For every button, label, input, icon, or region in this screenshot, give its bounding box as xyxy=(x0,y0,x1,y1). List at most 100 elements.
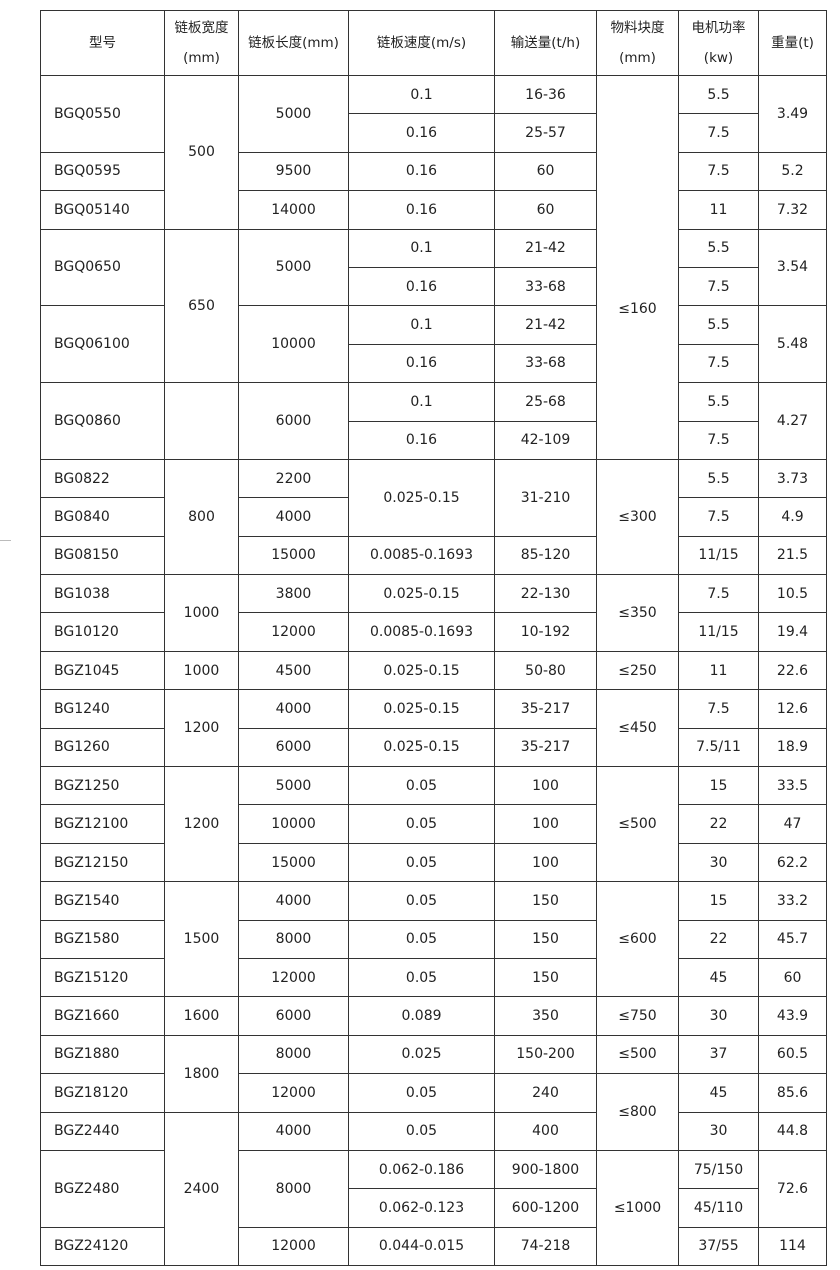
table-row: 0.16 33-68 7.5 xyxy=(41,266,827,307)
table-row: BGZ2480 8000 0.062-0.186 900-1800 ≤1000 75/15… xyxy=(40,1149,827,1267)
cell-capacity: 16-36 xyxy=(494,74,597,115)
cell-motor-power: 11 xyxy=(678,650,759,691)
cell-chain-speed: 0.025-0.15 xyxy=(348,458,495,537)
cell-model: BGZ12150 xyxy=(40,842,165,883)
table-row: 0.16 42-109 7.5 xyxy=(41,420,827,460)
cell-motor-power: 30 xyxy=(678,842,759,883)
cell-weight: 3.49 xyxy=(758,75,827,153)
cell-capacity: 60 xyxy=(494,190,597,230)
cell-chain-width: 800 xyxy=(164,458,239,576)
cell-chain-speed: 0.025-0.15 xyxy=(348,727,495,768)
table-row: BG10120 12000 0.0085-0.1693 10-192 11/15 19.4 xyxy=(40,612,827,652)
cell-chain-length: 3800 xyxy=(238,574,349,614)
cell-model: BGZ15120 xyxy=(40,957,165,998)
cell-model: BG08150 xyxy=(40,535,165,576)
cell-chain-length: 8000 xyxy=(238,1149,349,1228)
cell-model: BGZ1580 xyxy=(40,919,165,959)
cell-model: BGZ2440 xyxy=(40,1111,165,1151)
table-row: BGZ12100 10000 0.05 100 22 47 xyxy=(40,804,827,844)
cell-model: BG1260 xyxy=(40,727,165,768)
cell-motor-power: 22 xyxy=(678,919,759,959)
header-chain-length: 链板长度(mm) xyxy=(238,10,349,76)
cell-material-size: ≤250 xyxy=(596,650,679,691)
cell-material-size: ≤750 xyxy=(596,996,679,1036)
cell-capacity: 25-57 xyxy=(494,113,597,153)
cell-motor-power: 5.5 xyxy=(678,305,759,345)
cell-capacity: 150 xyxy=(494,881,597,921)
cell-chain-length: 4000 xyxy=(238,881,349,921)
table-row: BGQ05140 14000 0.16 60 11 7.32 xyxy=(40,190,827,230)
cell-chain-speed: 0.05 xyxy=(348,1073,495,1113)
cell-capacity: 25-68 xyxy=(494,382,597,422)
cell-model: BGQ0650 xyxy=(40,228,165,307)
cell-chain-speed: 0.05 xyxy=(348,1111,495,1151)
table-row: BGZ18120 12000 0.05 240 ≤800 45 85.6 xyxy=(40,1073,827,1151)
cell-material-size: ≤500 xyxy=(596,1034,679,1075)
cell-chain-speed: 0.16 xyxy=(348,266,495,307)
cell-material-size: ≤500 xyxy=(596,766,679,883)
cell-weight: 85.6 xyxy=(758,1073,827,1113)
cell-material-size: ≤350 xyxy=(596,574,679,652)
cell-chain-speed: 0.062-0.123 xyxy=(348,1188,495,1228)
table-row: BGZ24120 12000 0.044-0.015 74-218 37/55 114 xyxy=(40,1226,827,1267)
table-row: BGZ1045 1000 4500 0.025-0.15 50-80 ≤250 11 22.6 xyxy=(40,650,827,691)
cell-chain-speed: 0.05 xyxy=(348,842,495,883)
header-material-size-line: 物料块度 xyxy=(610,20,665,36)
table-row: 0.062-0.123 600-1200 45/110 xyxy=(41,1188,827,1228)
cell-capacity: 35-217 xyxy=(494,689,597,729)
cell-weight: 12.6 xyxy=(758,689,827,729)
cell-chain-speed: 0.025 xyxy=(348,1034,495,1075)
cell-chain-speed: 0.044-0.015 xyxy=(348,1226,495,1267)
header-chain-width-line: 链板宽度 xyxy=(174,20,229,36)
cell-chain-length: 8000 xyxy=(238,919,349,959)
table-body: BGQ0550 500 5000 0.1 16-36 ≤160 5.5 3.49 0.16 25-… xyxy=(40,74,827,1267)
cell-capacity: 21-42 xyxy=(494,228,597,268)
cell-weight: 7.32 xyxy=(758,190,827,230)
cell-chain-speed: 0.1 xyxy=(348,382,495,422)
cell-model: BG1240 xyxy=(40,689,165,729)
cell-motor-power: 7.5 xyxy=(678,266,759,307)
cell-material-size: ≤450 xyxy=(596,689,679,768)
table-row: BGQ0595 9500 0.16 60 7.5 5.2 xyxy=(40,151,827,192)
cell-chain-width: 1500 xyxy=(164,881,239,998)
cell-motor-power: 30 xyxy=(678,996,759,1036)
cell-motor-power: 45/110 xyxy=(678,1188,759,1228)
header-weight-line: 重量(t) xyxy=(771,35,814,51)
cell-motor-power: 37/55 xyxy=(678,1226,759,1267)
table-row: BG1038 1000 3800 0.025-0.15 22-130 ≤350 7.5 10.… xyxy=(40,574,827,652)
cell-chain-speed: 0.1 xyxy=(348,74,495,115)
header-model: 型号 xyxy=(40,10,165,76)
cell-chain-length: 2200 xyxy=(238,458,349,499)
cell-model: BGQ0550 xyxy=(40,75,165,153)
cell-capacity: 100 xyxy=(494,804,597,844)
cell-model: BGZ1660 xyxy=(40,996,165,1036)
cell-chain-speed: 0.05 xyxy=(348,804,495,844)
cell-weight: 3.73 xyxy=(758,458,827,499)
cell-model: BGZ24120 xyxy=(40,1226,165,1267)
cell-chain-speed: 0.05 xyxy=(348,957,495,998)
cell-motor-power: 7.5 xyxy=(678,574,759,614)
cell-model: BGQ0860 xyxy=(40,382,165,460)
cell-chain-length: 5000 xyxy=(238,228,349,307)
table-row: BGZ1250 1200 5000 0.05 100 ≤500 15 33.5 xyxy=(40,766,827,883)
cell-model: BG0840 xyxy=(40,497,165,537)
cell-chain-width: 1000 xyxy=(164,650,239,691)
cell-weight: 72.6 xyxy=(758,1149,827,1228)
cell-chain-length: 6000 xyxy=(238,727,349,768)
cell-chain-length: 4500 xyxy=(238,650,349,691)
cell-chain-speed: 0.089 xyxy=(348,996,495,1036)
cell-chain-width: 1600 xyxy=(164,996,239,1036)
cell-weight: 5.48 xyxy=(758,305,827,384)
cell-capacity: 350 xyxy=(494,996,597,1036)
cell-motor-power: 5.5 xyxy=(678,458,759,499)
cell-weight: 60.5 xyxy=(758,1034,827,1075)
table-row: BGQ0860 6000 0.1 25-68 5.5 4.27 xyxy=(40,382,827,460)
cell-capacity: 33-68 xyxy=(494,343,597,384)
cell-chain-width xyxy=(164,382,239,460)
cell-weight: 43.9 xyxy=(758,996,827,1036)
cell-weight: 19.4 xyxy=(758,612,827,652)
spec-table: 型号 链板宽度 (mm) 链板长度(mm) 链板速度(m/s) 输送量(t/h) 物料块度 (… xyxy=(40,10,827,1267)
cell-chain-speed: 0.05 xyxy=(348,919,495,959)
cell-capacity: 60 xyxy=(494,151,597,192)
cell-chain-speed: 0.16 xyxy=(348,343,495,384)
